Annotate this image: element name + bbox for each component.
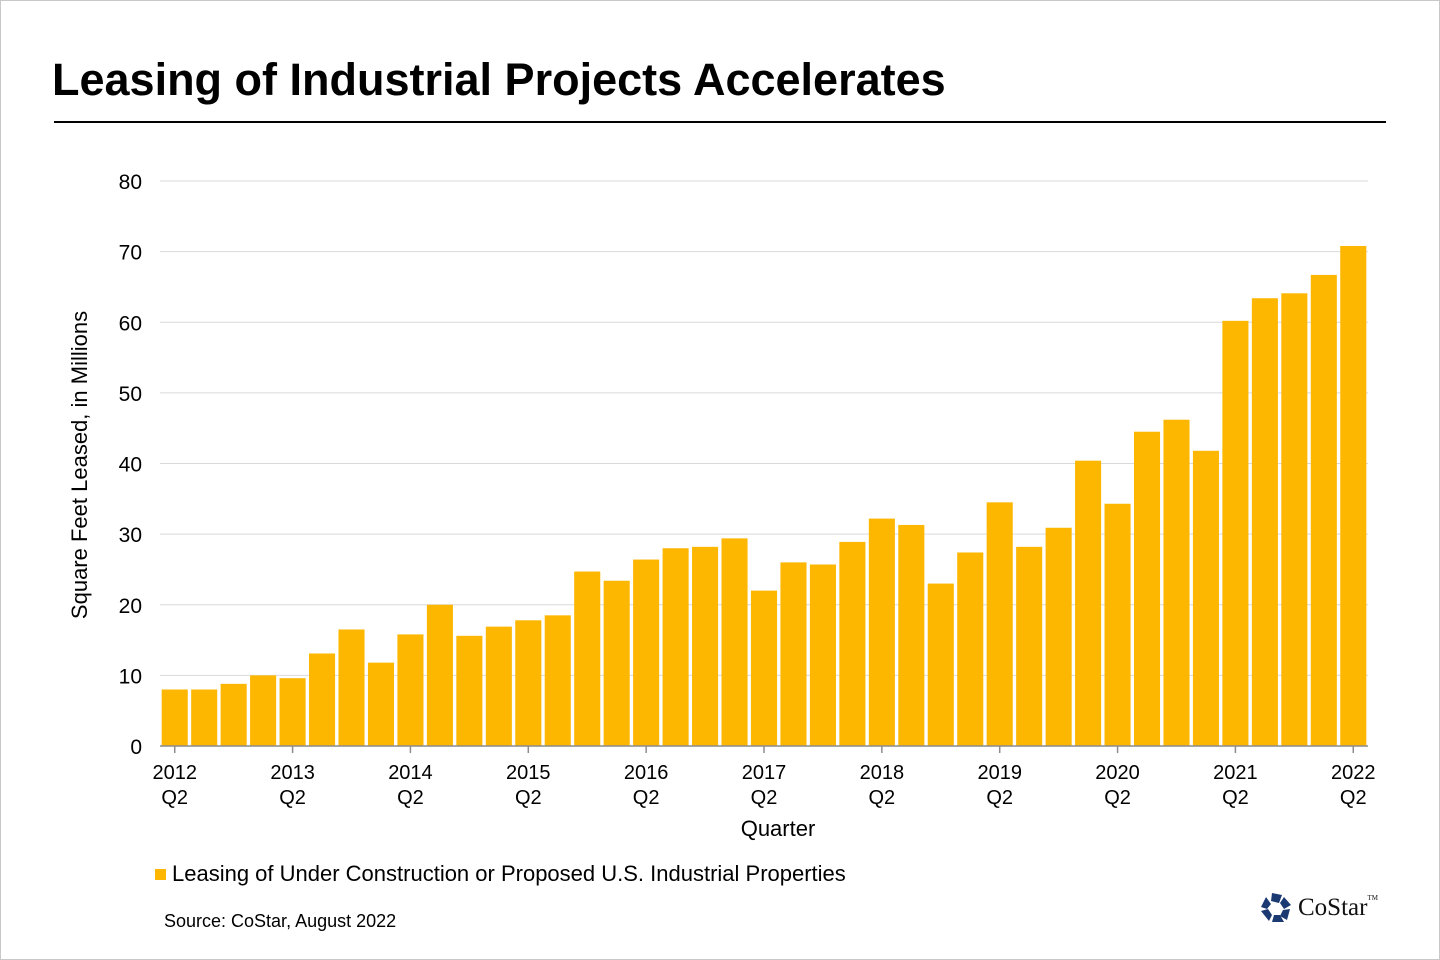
bar xyxy=(367,662,395,746)
x-tick-label-quarter: Q2 xyxy=(279,787,306,809)
bar xyxy=(868,518,895,746)
x-tick-label-year: 2013 xyxy=(270,762,315,784)
y-tick-label: 20 xyxy=(119,595,142,618)
title-divider xyxy=(54,121,1386,123)
y-tick-label: 50 xyxy=(119,383,142,406)
legend-label: Leasing of Under Construction or Propose… xyxy=(172,861,846,886)
bar xyxy=(574,571,601,746)
bar xyxy=(397,634,424,746)
x-tick-label-quarter: Q2 xyxy=(1340,787,1367,809)
bar xyxy=(161,689,188,746)
bar xyxy=(1133,431,1161,746)
bar xyxy=(1310,274,1337,746)
bar xyxy=(750,590,778,746)
bar xyxy=(721,538,748,746)
bar xyxy=(927,583,954,746)
costar-logo: CoStarTM xyxy=(1260,892,1378,924)
bar xyxy=(456,635,483,746)
bar xyxy=(780,562,807,746)
bar xyxy=(220,683,247,746)
x-tick-label-year: 2020 xyxy=(1095,762,1140,784)
y-tick-label: 40 xyxy=(119,454,142,477)
bar xyxy=(485,626,512,746)
x-tick-label-quarter: Q2 xyxy=(986,787,1013,809)
legend: Leasing of Under Construction or Propose… xyxy=(155,861,846,887)
logo-text: CoStarTM xyxy=(1298,894,1378,921)
x-axis-label: Quarter xyxy=(741,816,816,841)
bar xyxy=(1192,450,1219,746)
bar xyxy=(250,675,277,746)
bar xyxy=(986,502,1013,746)
y-axis-label: Square Feet Leased, in Millions xyxy=(67,311,92,619)
x-tick-label-quarter: Q2 xyxy=(397,787,424,809)
bar xyxy=(1340,245,1367,746)
x-tick-label-year: 2022 xyxy=(1331,762,1376,784)
x-tick-label-year: 2014 xyxy=(388,762,433,784)
x-tick-label-year: 2017 xyxy=(742,762,787,784)
chart-title: Leasing of Industrial Projects Accelerat… xyxy=(52,54,946,105)
bar xyxy=(692,546,719,746)
bar xyxy=(898,524,925,746)
x-tick-label-year: 2018 xyxy=(860,762,905,784)
y-tick-label: 10 xyxy=(119,665,142,688)
bar xyxy=(662,548,689,746)
bar xyxy=(544,615,571,746)
bar xyxy=(309,653,336,746)
y-tick-label: 60 xyxy=(119,312,142,335)
x-tick-label-year: 2021 xyxy=(1213,762,1258,784)
y-tick-label: 80 xyxy=(119,171,142,194)
x-tick-label-quarter: Q2 xyxy=(869,787,896,809)
x-tick-label-quarter: Q2 xyxy=(161,787,188,809)
bar xyxy=(515,620,542,746)
bar xyxy=(633,559,660,746)
bar xyxy=(1016,546,1043,746)
bar xyxy=(1045,527,1072,746)
bar xyxy=(1281,293,1308,746)
bar xyxy=(839,541,866,746)
bar xyxy=(809,564,836,746)
legend-swatch xyxy=(155,868,166,880)
x-tick-label-quarter: Q2 xyxy=(1222,787,1249,809)
bar xyxy=(603,580,630,746)
bar xyxy=(957,552,984,746)
x-tick-label-quarter: Q2 xyxy=(1104,787,1131,809)
bar xyxy=(1104,503,1131,746)
y-tick-label: 30 xyxy=(119,524,142,547)
bar xyxy=(1251,298,1278,746)
x-tick-label-quarter: Q2 xyxy=(515,787,542,809)
x-tick-label-quarter: Q2 xyxy=(633,787,660,809)
costar-star-icon xyxy=(1261,893,1291,922)
y-tick-label: 0 xyxy=(130,736,142,759)
y-tick-label: 70 xyxy=(119,242,142,265)
x-tick-label-year: 2015 xyxy=(506,762,551,784)
bar xyxy=(191,689,218,746)
x-tick-label-year: 2012 xyxy=(152,762,197,784)
x-tick-label-year: 2019 xyxy=(977,762,1022,784)
bar xyxy=(1163,419,1190,746)
source-note: Source: CoStar, August 2022 xyxy=(164,911,397,931)
bar xyxy=(1075,460,1102,746)
x-tick-label-quarter: Q2 xyxy=(751,787,778,809)
bar xyxy=(279,678,306,746)
bar xyxy=(1222,320,1249,746)
bar xyxy=(426,604,453,746)
bar xyxy=(338,629,365,746)
x-tick-label-year: 2016 xyxy=(624,762,669,784)
